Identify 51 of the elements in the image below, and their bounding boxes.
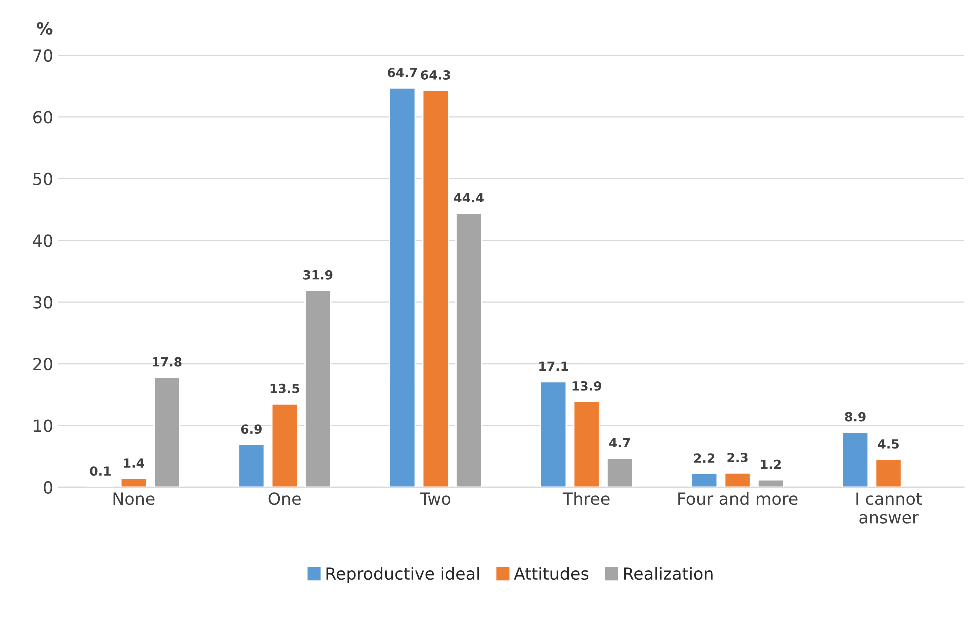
x-tick-label: Four and more bbox=[678, 492, 798, 506]
data-label: 0.1 bbox=[90, 466, 111, 476]
data-label: 1.4 bbox=[124, 458, 144, 468]
data-label: 17.8 bbox=[153, 357, 182, 367]
data-label: 64.3 bbox=[421, 70, 450, 80]
bar bbox=[757, 479, 785, 488]
y-tick-label: 70 bbox=[34, 49, 52, 62]
bar bbox=[606, 458, 634, 488]
bar bbox=[691, 473, 718, 488]
data-label: 17.1 bbox=[540, 362, 568, 371]
data-label: 1.2 bbox=[761, 460, 782, 470]
bar bbox=[573, 400, 600, 488]
bar bbox=[842, 432, 870, 488]
data-label: 4.5 bbox=[878, 440, 899, 449]
data-label: 13.5 bbox=[270, 384, 300, 394]
y-tick-label: 10 bbox=[34, 420, 52, 432]
x-tick-label: One bbox=[268, 492, 301, 506]
y-tick-label: 30 bbox=[34, 296, 52, 309]
data-label: 2.3 bbox=[728, 453, 748, 462]
data-label: 2.2 bbox=[694, 454, 715, 463]
y-tick-label: 60 bbox=[34, 111, 52, 124]
data-label: 44.4 bbox=[454, 193, 484, 203]
x-tick-label: None bbox=[114, 492, 155, 506]
y-axis-title: % bbox=[37, 22, 53, 36]
y-tick-label: 0 bbox=[44, 481, 52, 494]
bar bbox=[422, 90, 450, 488]
legend-label: Realization bbox=[624, 567, 713, 580]
bar bbox=[238, 444, 266, 488]
bar bbox=[389, 88, 416, 488]
bar bbox=[120, 478, 148, 488]
data-label: 64.7 bbox=[388, 68, 418, 78]
bar bbox=[540, 381, 568, 488]
data-label: 4.7 bbox=[610, 438, 630, 448]
x-tick-label: Three bbox=[562, 492, 610, 506]
x-tick-label: Two bbox=[420, 492, 451, 506]
bar bbox=[304, 290, 332, 488]
x-tick-label: I cannot answer bbox=[856, 492, 922, 524]
y-tick-label: 20 bbox=[34, 358, 52, 371]
data-label: 13.9 bbox=[572, 381, 602, 391]
bar bbox=[875, 458, 902, 488]
data-label: 6.9 bbox=[241, 424, 262, 434]
legend-label: Reproductive ideal bbox=[326, 567, 480, 584]
bar bbox=[154, 376, 181, 488]
bar bbox=[724, 472, 752, 488]
y-tick-label: 40 bbox=[33, 234, 52, 248]
legend-label: Attitudes bbox=[514, 567, 589, 580]
data-label: 8.9 bbox=[845, 412, 866, 422]
bar bbox=[271, 403, 298, 488]
y-tick-label: 50 bbox=[34, 172, 52, 186]
bar bbox=[456, 212, 483, 488]
data-label: 31.9 bbox=[304, 270, 333, 280]
